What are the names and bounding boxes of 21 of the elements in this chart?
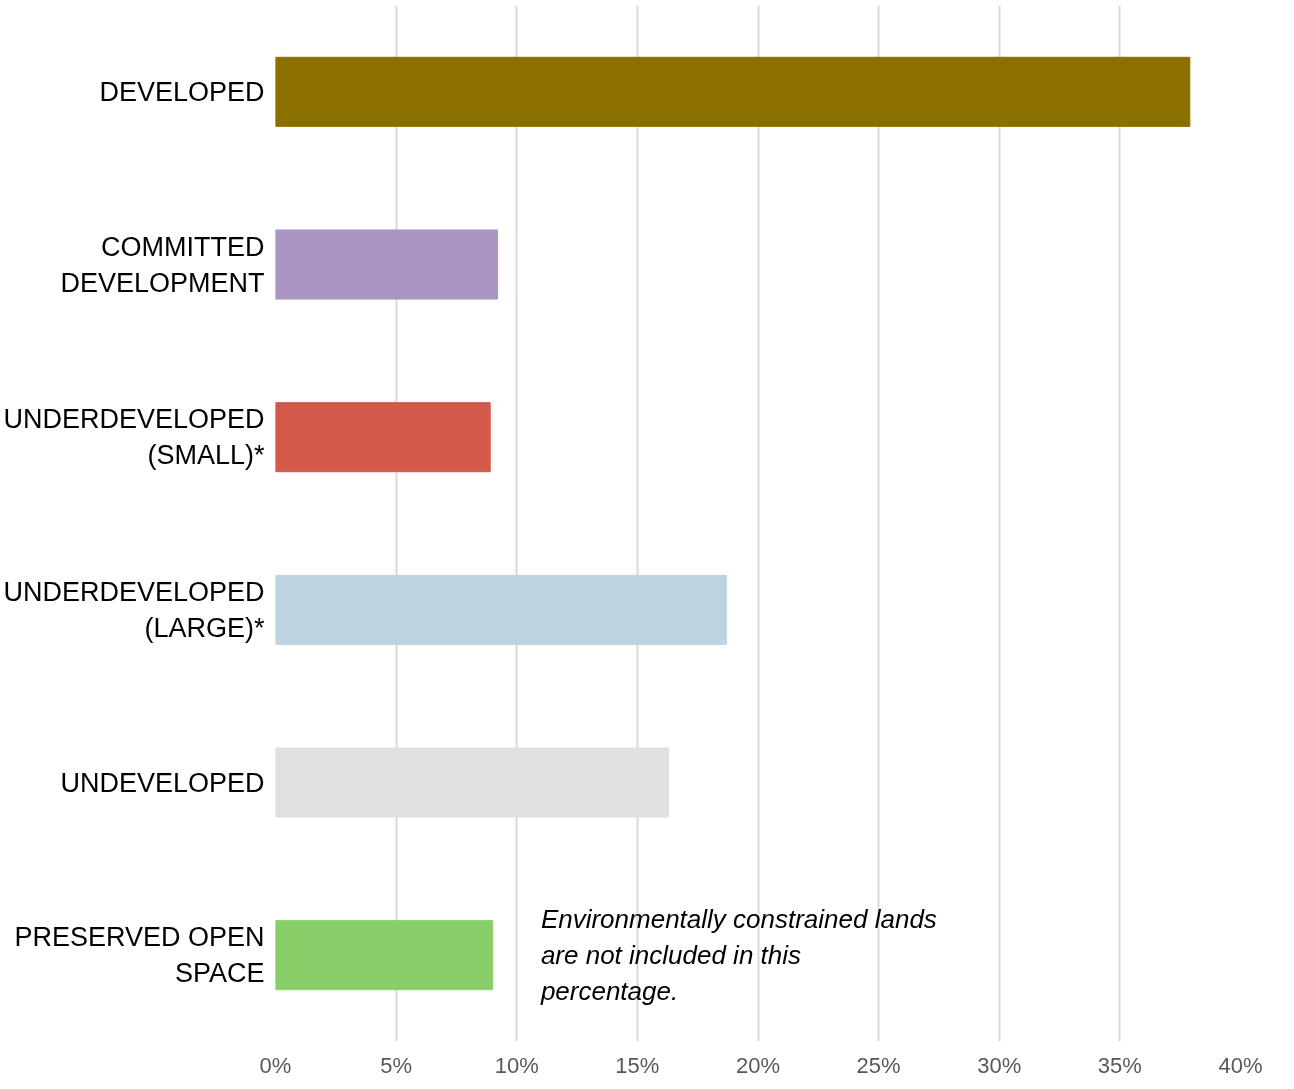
x-tick-label: 25% — [856, 1052, 901, 1078]
y-tick-label: UNDEVELOPED — [60, 767, 265, 798]
bar — [275, 920, 494, 991]
x-tick-label: 15% — [615, 1052, 660, 1078]
bar — [275, 574, 728, 645]
x-tick-label: 20% — [735, 1052, 781, 1078]
bar — [275, 56, 1191, 127]
y-tick-label: COMMITTED DEVELOPMENT — [60, 231, 265, 298]
y-tick-label: UNDERDEVELOPED (LARGE)* — [3, 576, 265, 643]
bar — [275, 402, 491, 473]
bar — [275, 229, 498, 300]
y-tick-label: UNDERDEVELOPED (SMALL)* — [3, 404, 265, 471]
annotation: Environmentally constrained lands are not included in this percentage. — [539, 904, 937, 1007]
x-tick-label: 35% — [1097, 1052, 1142, 1078]
x-tick-label: 10% — [494, 1052, 539, 1078]
x-tick-label: 5% — [380, 1052, 413, 1078]
x-tick-label: 40% — [1218, 1052, 1263, 1078]
x-tick-label: 30% — [977, 1052, 1022, 1078]
y-tick-label: PRESERVED OPEN SPACE — [14, 922, 265, 989]
x-tick-label: 0% — [259, 1052, 292, 1078]
y-tick-label: DEVELOPED — [99, 76, 265, 107]
